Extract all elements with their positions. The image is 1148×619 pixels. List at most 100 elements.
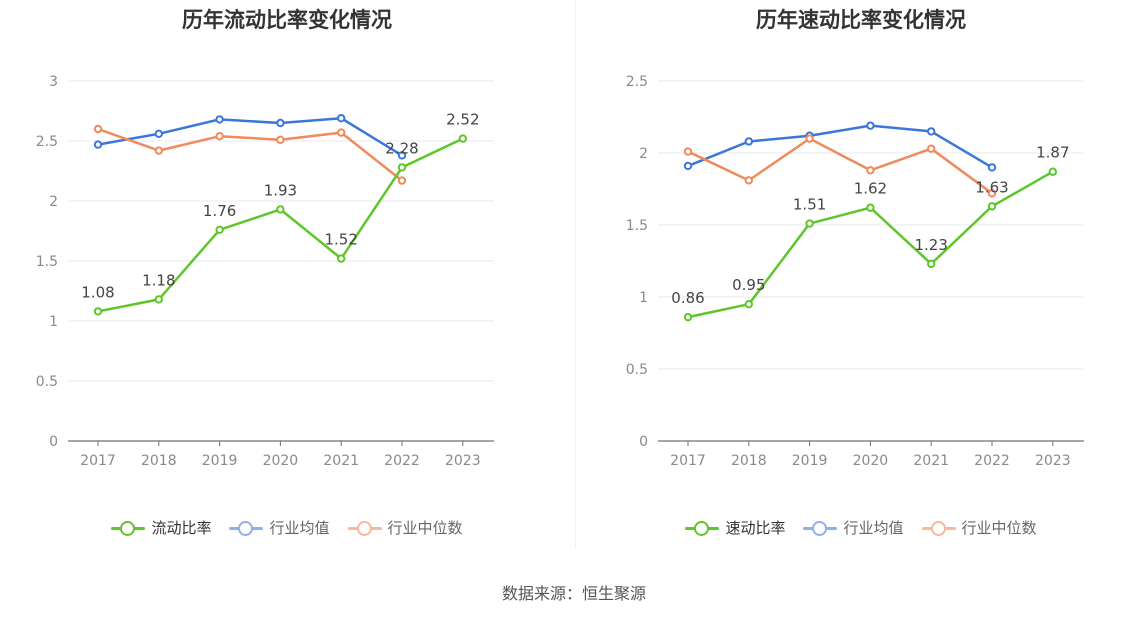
data-point[interactable] xyxy=(276,135,285,145)
chart-panel-current-ratio: 历年流动比率变化情况 0 0.5 1 1.5 2 2.5 3 2017 2018 2019 2020… xyxy=(0,0,574,560)
legend-item-industry-mean[interactable]: 行业均值 xyxy=(803,517,904,538)
y-tick-label: 1.5 xyxy=(626,218,648,234)
legend-label: 行业均值 xyxy=(843,519,904,537)
data-point[interactable] xyxy=(805,219,814,228)
data-label: 2.52 xyxy=(446,111,479,129)
data-point[interactable] xyxy=(276,205,285,214)
data-point[interactable] xyxy=(154,146,164,155)
legend-line-icon xyxy=(921,520,956,536)
y-tick-label: 0 xyxy=(49,434,58,450)
data-point[interactable] xyxy=(927,127,936,136)
y-tick-label: 1 xyxy=(49,314,58,330)
data-point[interactable] xyxy=(215,132,224,141)
x-tick-label: 2022 xyxy=(384,453,420,469)
data-label: 1.08 xyxy=(81,283,114,301)
data-point[interactable] xyxy=(987,163,997,172)
y-tick-label: 0 xyxy=(639,434,648,450)
data-point[interactable] xyxy=(927,259,936,269)
x-tick-label: 2017 xyxy=(80,453,116,469)
data-label: 1.52 xyxy=(324,231,357,249)
data-label: 1.62 xyxy=(854,180,887,198)
data-point[interactable] xyxy=(397,176,407,185)
legend-label: 速动比率 xyxy=(725,519,786,537)
data-label: 2.28 xyxy=(385,139,418,157)
line-chart-quick-ratio: 0 0.5 1 1.5 2 2.5 2017 2018 2019 2020 2021 2022 2023… xyxy=(626,74,1084,469)
legend-item-industry-mean[interactable]: 行业均值 xyxy=(229,517,330,538)
x-tick-label: 2020 xyxy=(263,453,299,469)
data-label: 1.18 xyxy=(142,271,175,289)
chart-panel-quick-ratio: 历年速动比率变化情况 0 0.5 1 1.5 2 2.5 2017 2018 2019 2020 2… xyxy=(574,0,1148,560)
legend-line-icon xyxy=(347,520,382,536)
data-point[interactable] xyxy=(397,163,407,172)
data-point[interactable] xyxy=(866,166,875,175)
y-tick-label: 2 xyxy=(639,146,648,162)
legend-item-industry-median[interactable]: 行业中位数 xyxy=(921,517,1037,538)
data-label: 1.87 xyxy=(1036,144,1069,162)
x-tick-label: 2018 xyxy=(141,453,177,469)
data-point[interactable] xyxy=(397,151,407,160)
x-tick-label: 2021 xyxy=(323,453,359,469)
x-tick-label: 2019 xyxy=(202,453,238,469)
data-label: 1.76 xyxy=(203,202,236,220)
data-point[interactable] xyxy=(337,114,346,123)
series-line xyxy=(687,124,993,169)
data-point[interactable] xyxy=(866,203,875,212)
data-point[interactable] xyxy=(215,225,224,235)
x-tick-label: 2020 xyxy=(853,453,889,469)
x-tick-label: 2022 xyxy=(974,453,1010,469)
data-point[interactable] xyxy=(744,176,754,185)
chart-legend: 流动比率 行业均值 行业中位数 xyxy=(0,517,574,538)
chart-title: 历年流动比率变化情况 xyxy=(182,8,392,32)
data-point[interactable] xyxy=(154,295,164,304)
data-point[interactable] xyxy=(93,307,103,316)
data-point[interactable] xyxy=(866,121,875,130)
x-tick-label: 2021 xyxy=(913,453,949,469)
data-point[interactable] xyxy=(215,115,224,124)
data-point[interactable] xyxy=(987,189,997,198)
data-label: 0.95 xyxy=(732,276,765,294)
legend-line-icon xyxy=(685,520,720,536)
data-point[interactable] xyxy=(93,140,103,149)
data-point[interactable] xyxy=(1048,167,1057,176)
legend-label: 行业均值 xyxy=(269,519,330,537)
series-line xyxy=(97,127,403,182)
data-point[interactable] xyxy=(987,202,997,211)
legend-label: 行业中位数 xyxy=(387,519,463,537)
legend-label: 流动比率 xyxy=(151,519,212,537)
data-point[interactable] xyxy=(154,129,164,139)
y-tick-label: 0.5 xyxy=(626,362,648,378)
y-tick-label: 2.5 xyxy=(626,74,648,90)
y-tick-label: 3 xyxy=(49,74,58,90)
y-tick-label: 1.5 xyxy=(36,254,58,270)
series-line xyxy=(687,137,993,195)
x-tick-label: 2017 xyxy=(670,453,706,469)
data-label: 1.23 xyxy=(914,236,947,254)
data-point[interactable] xyxy=(683,312,693,322)
data-point[interactable] xyxy=(337,254,346,263)
y-tick-label: 2 xyxy=(49,194,58,210)
data-point[interactable] xyxy=(683,161,693,171)
y-tick-label: 1 xyxy=(639,290,648,306)
data-point[interactable] xyxy=(744,300,754,309)
legend-line-icon xyxy=(803,520,838,536)
data-point[interactable] xyxy=(927,144,936,153)
panel-divider xyxy=(575,0,576,548)
chart-title: 历年速动比率变化情况 xyxy=(756,8,966,32)
data-label: 1.93 xyxy=(264,181,297,199)
data-point[interactable] xyxy=(458,134,467,143)
data-label: 1.51 xyxy=(793,196,826,214)
data-label: 0.86 xyxy=(671,289,704,307)
data-point[interactable] xyxy=(744,137,754,146)
legend-item-quick-ratio[interactable]: 速动比率 xyxy=(685,517,785,538)
data-point[interactable] xyxy=(276,118,285,128)
legend-item-current-ratio[interactable]: 流动比率 xyxy=(111,517,211,538)
y-tick-label: 0.5 xyxy=(36,374,58,390)
data-label: 1.63 xyxy=(975,178,1008,196)
x-tick-label: 2023 xyxy=(445,453,481,469)
data-point[interactable] xyxy=(337,128,346,137)
data-point[interactable] xyxy=(93,124,103,134)
data-point[interactable] xyxy=(805,134,814,143)
data-point[interactable] xyxy=(683,147,693,156)
legend-item-industry-median[interactable]: 行业中位数 xyxy=(347,517,463,538)
